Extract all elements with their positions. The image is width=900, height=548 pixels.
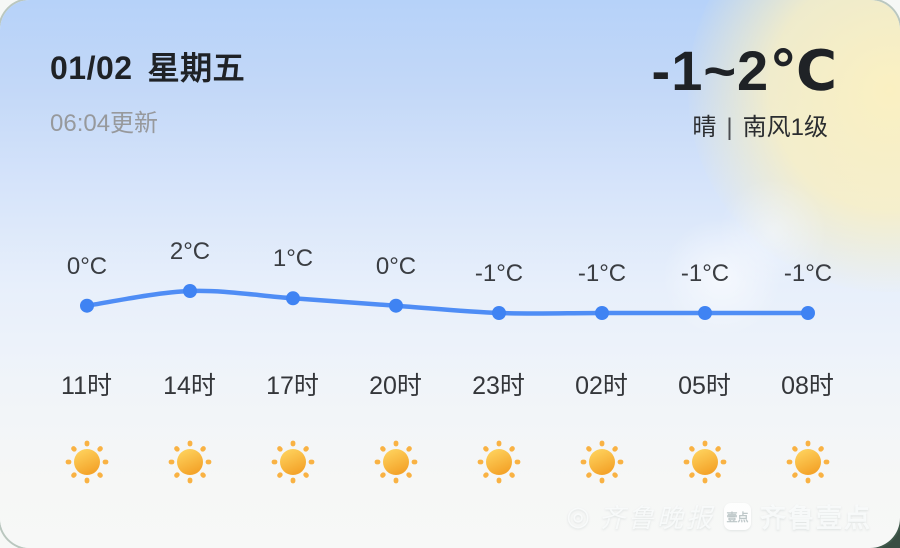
data-point-dot (389, 298, 403, 313)
watermark: ◎ 齐鲁晚报 壹点 齐鲁壹点 (566, 498, 872, 535)
temperature-block: -1~2℃ 晴 | 南风1级 (652, 40, 838, 142)
time-label: 02时 (575, 372, 628, 400)
qilu-evening-news-text: 齐鲁晚报 (598, 503, 715, 533)
weather-icon-cell (138, 440, 241, 484)
time-label: 20时 (369, 372, 422, 400)
weather-icon-cell (756, 440, 859, 484)
weather-header: 01/02 星期五 06:04更新 -1~2℃ 晴 | 南风1级 (50, 40, 838, 142)
date-row: 01/02 星期五 (50, 50, 245, 86)
cloud-blob-decoration (718, 178, 828, 288)
date-block: 01/02 星期五 06:04更新 (50, 50, 245, 138)
data-point-dot (801, 306, 815, 320)
time-label: 05时 (678, 372, 731, 400)
temp-point-label: 2°C (169, 238, 211, 265)
sunny-icon (65, 440, 108, 484)
sunny-icon (168, 440, 211, 484)
weather-icon-cell (241, 440, 344, 484)
temp-point-label: -1°C (577, 260, 627, 287)
time-label: 11时 (61, 372, 112, 400)
sunny-icon (271, 440, 314, 484)
sunny-icon (580, 440, 623, 484)
weekday-text: 星期五 (147, 50, 246, 86)
temp-point-label: -1°C (783, 260, 833, 287)
data-point-dot (595, 306, 609, 320)
wind-text: 南风1级 (742, 114, 828, 141)
sunny-icon (374, 440, 417, 484)
temp-point-label: 1°C (272, 245, 314, 273)
weather-icons-row (35, 440, 859, 484)
sunny-icon (683, 440, 726, 484)
time-label: 17时 (266, 372, 319, 400)
time-label: 14时 (163, 372, 216, 400)
time-label: 08时 (781, 372, 834, 400)
temperature-line (84, 288, 811, 316)
weather-icon-cell (550, 440, 653, 484)
weather-icon-cell (344, 440, 447, 484)
update-time: 06:04更新 (50, 110, 159, 137)
time-axis: 11时 14时 17时 20时 23时 02时 05时 08时 (35, 366, 859, 402)
separator: | (726, 114, 733, 141)
temp-point-label: -1°C (680, 260, 730, 287)
qilu-yidian-text: 齐鲁壹点 (759, 503, 872, 533)
data-point-dot (80, 298, 94, 313)
data-point-dot (698, 306, 712, 320)
temp-point-label: -1°C (474, 260, 524, 287)
qilu-spiral-logo-icon: ◎ (566, 501, 590, 531)
condition-text: 晴 (692, 114, 717, 141)
sunny-icon (477, 440, 520, 484)
temp-point-label: 0°C (66, 252, 108, 280)
temperature-range: -1~2℃ (651, 39, 838, 102)
data-point-dot (183, 284, 197, 298)
weather-icon-cell (447, 440, 550, 484)
cloud-blob-decoration (662, 217, 782, 337)
temperature-line-svg (80, 284, 815, 320)
date-text: 01/02 (50, 50, 133, 86)
temperature-line-chart: 0°C 2°C 1°C 0°C -1°C -1°C -1°C -1°C (0, 238, 900, 360)
weather-icon-cell (35, 440, 138, 484)
data-point-dot (286, 291, 300, 306)
condition-row: 晴 | 南风1级 (652, 107, 828, 142)
sunny-icon (786, 440, 829, 484)
yidian-badge-icon: 壹点 (723, 503, 751, 530)
weather-icon-cell (653, 440, 756, 484)
data-point-dot (492, 306, 506, 320)
temp-point-label: 0°C (375, 252, 417, 280)
time-label: 23时 (472, 372, 525, 400)
